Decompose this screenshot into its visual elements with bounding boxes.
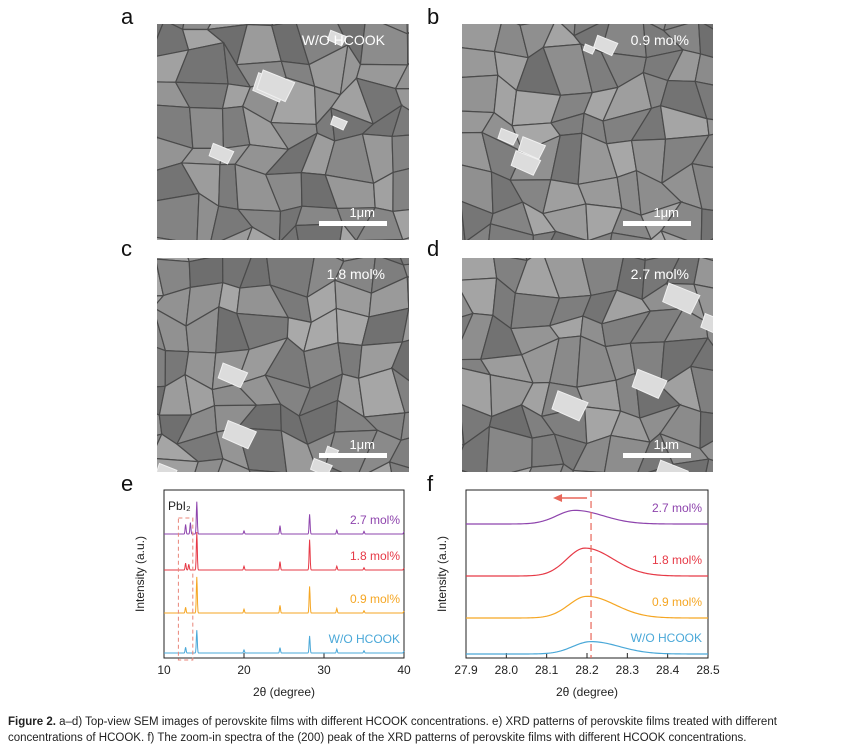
- panel-letter-f: f: [427, 471, 434, 496]
- x-tick-label: 30: [317, 663, 331, 677]
- x-axis-label: 2θ (degree): [253, 685, 315, 699]
- panel-letter-a: a: [121, 4, 134, 29]
- sem-label-b: 0.9 mol%: [630, 32, 689, 48]
- peak-line: [466, 547, 708, 577]
- series-label: 0.9 mol%: [652, 595, 702, 609]
- y-axis-label: Intensity (a.u.): [435, 536, 449, 612]
- x-tick-label: 28.1: [535, 663, 559, 677]
- panel-letter-b: b: [427, 4, 440, 29]
- caption-text: a–d) Top-view SEM images of perovskite f…: [8, 716, 777, 744]
- peak-line: [466, 595, 708, 619]
- series-label: 0.9 mol%: [350, 592, 400, 606]
- series-label: 1.8 mol%: [652, 553, 702, 567]
- x-tick-label: 20: [237, 663, 251, 677]
- panel-letter-c: c: [121, 236, 132, 261]
- scalebar-c: [319, 453, 387, 458]
- xrd-line: [164, 630, 405, 654]
- scalebar-label-b: 1μm: [653, 205, 679, 220]
- y-axis-label: Intensity (a.u.): [133, 536, 147, 612]
- series-label: 1.8 mol%: [350, 549, 400, 563]
- x-tick-label: 28.0: [495, 663, 519, 677]
- sem-grains-c: [157, 258, 409, 472]
- shift-arrow-head: [553, 494, 563, 502]
- sem-label-a: W/O HCOOK: [301, 32, 385, 48]
- x-tick-label: 28.4: [656, 663, 680, 677]
- xrd-line: [164, 531, 405, 571]
- sem-image-a: W/O HCOOK 1μm: [157, 24, 409, 240]
- sem-image-c: 1.8 mol% 1μm: [157, 258, 409, 472]
- pbi2-annotation: PbI₂: [168, 499, 191, 513]
- x-tick-label: 28.3: [616, 663, 640, 677]
- xrd-line: [164, 501, 405, 535]
- sem-image-b: 0.9 mol% 1μm: [462, 24, 713, 240]
- scalebar-d: [623, 453, 691, 458]
- x-axis-label: 2θ (degree): [556, 685, 618, 699]
- panel-letter-d: d: [427, 236, 440, 261]
- x-tick-label: 28.2: [575, 663, 599, 677]
- figure-caption: Figure 2. a–d) Top-view SEM images of pe…: [8, 714, 838, 746]
- xrd-zoom-chart-f: 27.9 28.0 28.1 28.2 28.3 28.4 28.5 2θ (degree) I…: [435, 489, 720, 699]
- series-label: W/O HCOOK: [631, 631, 702, 645]
- sem-label-c: 1.8 mol%: [326, 266, 385, 282]
- xrd-line: [164, 576, 405, 614]
- caption-label: Figure 2.: [8, 716, 56, 728]
- series-label: 2.7 mol%: [652, 501, 702, 515]
- sem-grains-d: [462, 258, 713, 472]
- x-tick-label: 28.5: [696, 663, 720, 677]
- x-tick-label: 10: [157, 663, 171, 677]
- xrd-chart-e: 10 20 30 40 2θ (degree) Intensity (a.u.) 2.7 m…: [133, 489, 411, 699]
- peak-line: [466, 640, 708, 655]
- sem-label-d: 2.7 mol%: [630, 266, 689, 282]
- sem-grains-a: [157, 24, 409, 240]
- sem-image-d: 2.7 mol% 1μm: [462, 258, 713, 472]
- sem-grains-b: [462, 24, 713, 240]
- x-tick-label: 27.9: [454, 663, 478, 677]
- series-label: 2.7 mol%: [350, 513, 400, 527]
- pbi2-highlight-box: [177, 517, 194, 661]
- plot-frame: [163, 489, 405, 659]
- scalebar-label-d: 1μm: [653, 437, 679, 452]
- scalebar-label-a: 1μm: [349, 205, 375, 220]
- peak-line: [466, 509, 708, 525]
- series-label: W/O HCOOK: [329, 632, 400, 646]
- scalebar-label-c: 1μm: [349, 437, 375, 452]
- scalebar-b: [623, 221, 691, 226]
- x-tick-label: 40: [397, 663, 411, 677]
- scalebar-a: [319, 221, 387, 226]
- panel-letter-e: e: [121, 471, 134, 496]
